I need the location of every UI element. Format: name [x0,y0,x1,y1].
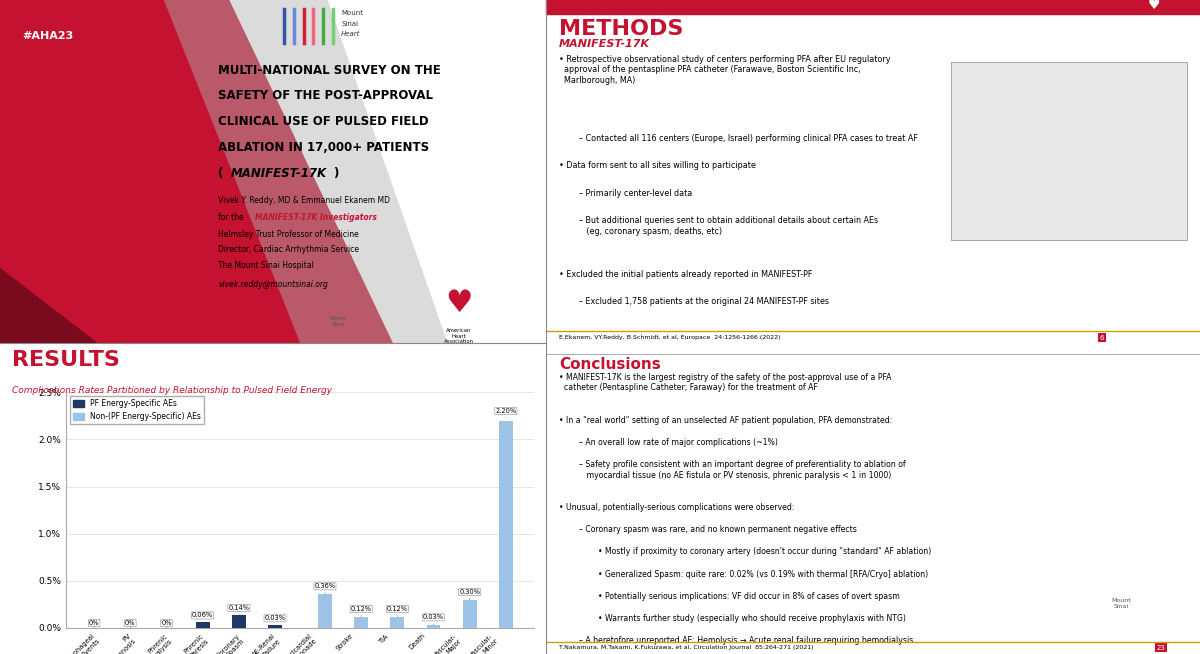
Text: Vivek Y. Reddy, MD & Emmanuel Ekanem MD: Vivek Y. Reddy, MD & Emmanuel Ekanem MD [218,196,390,205]
Text: for the: for the [218,213,246,222]
Text: ): ) [334,167,338,180]
Text: • Potentially serious implications: VF did occur in 8% of cases of overt spasm: • Potentially serious implications: VF d… [599,592,900,600]
Text: Sinai: Sinai [341,21,359,27]
Text: Mount: Mount [341,10,364,16]
Text: 0.30%: 0.30% [460,589,480,600]
Bar [268,625,282,628]
Text: Mount
Sinai: Mount Sinai [1111,598,1132,609]
Text: Mount
Sinai: Mount Sinai [330,316,347,327]
Text: #AHA23: #AHA23 [22,31,73,41]
Text: – Excluded 1,758 patients at the original 24 MANIFEST-PF sites: – Excluded 1,758 patients at the origina… [578,297,829,306]
Bar [232,615,246,628]
Text: 0%: 0% [161,620,172,628]
Text: SAFETY OF THE POST-APPROVAL: SAFETY OF THE POST-APPROVAL [218,89,433,102]
Text: – Safety profile consistent with an important degree of preferentiality to ablat: – Safety profile consistent with an impo… [578,460,905,479]
Text: Heart: Heart [341,31,361,37]
Text: T.Nakamura, M.Takami, K.Fukuzawa, et al, Circulation Journal  85:264-271 (2021): T.Nakamura, M.Takami, K.Fukuzawa, et al,… [559,645,814,649]
Text: ABLATION IN 17,000+ PATIENTS: ABLATION IN 17,000+ PATIENTS [218,141,430,154]
Text: – An overall low rate of major complications (~1%): – An overall low rate of major complicat… [578,438,778,447]
Text: 0.12%: 0.12% [386,606,408,617]
Text: • In a "real world" setting of an unselected AF patient population, PFA demonstr: • In a "real world" setting of an unsele… [559,416,893,425]
Bar [354,617,368,628]
Text: Conclusions: Conclusions [559,357,661,372]
Text: The Mount Sinai Hospital: The Mount Sinai Hospital [218,261,314,270]
Text: – Primarily center-level data: – Primarily center-level data [578,189,692,198]
Text: ♥: ♥ [445,289,473,318]
Bar [196,622,210,628]
Text: • Unusual, potentially-serious complications were observed:: • Unusual, potentially-serious complicat… [559,504,794,512]
Bar [952,62,1187,241]
Text: 0%: 0% [125,620,136,628]
Polygon shape [0,268,98,343]
Text: • Data form sent to all sites willing to participate: • Data form sent to all sites willing to… [559,162,756,171]
Text: 2.20%: 2.20% [496,408,516,418]
Text: • Retrospective observational study of centers performing PFA after EU regulator: • Retrospective observational study of c… [559,55,890,85]
Text: 0.36%: 0.36% [314,583,336,594]
Text: vivek.reddy@mountsinai.org: vivek.reddy@mountsinai.org [218,280,329,289]
Text: 0%: 0% [89,620,100,628]
Text: • Mostly if proximity to coronary artery (doesn't occur during "standard" AF abl: • Mostly if proximity to coronary artery… [599,547,931,557]
Text: 0.14%: 0.14% [228,605,250,615]
Text: – A heretofore unreported AE: Hemolysis → Acute renal failure requiring hemodial: – A heretofore unreported AE: Hemolysis … [578,636,913,645]
Text: 23: 23 [1157,645,1165,651]
Text: E.Ekanem, VY.Reddy, B.Schmidt, et al, Europace  24:1256-1266 (2022): E.Ekanem, VY.Reddy, B.Schmidt, et al, Eu… [559,335,780,340]
Bar [463,600,476,628]
Text: • Generalized Spasm: quite rare: 0.02% (vs 0.19% with thermal [RFA/Cryo] ablatio: • Generalized Spasm: quite rare: 0.02% (… [599,570,929,579]
Text: MANIFEST-17K Investigators: MANIFEST-17K Investigators [254,213,377,222]
Text: American
Heart
Association: American Heart Association [444,328,474,345]
Bar [499,421,512,628]
Text: – Coronary spasm was rare, and no known permanent negative effects: – Coronary spasm was rare, and no known … [578,525,857,534]
Text: MANIFEST-17K: MANIFEST-17K [230,167,326,180]
Text: Helmsley Trust Professor of Medicine: Helmsley Trust Professor of Medicine [218,230,359,239]
Text: RESULTS: RESULTS [12,350,120,370]
Text: • MANIFEST-17K is the largest registry of the safety of the post-approval use of: • MANIFEST-17K is the largest registry o… [559,373,892,392]
Bar [390,617,404,628]
Text: ♥: ♥ [1148,0,1160,12]
Text: 0.12%: 0.12% [350,606,372,617]
Text: Director, Cardiac Arrhythmia Service: Director, Cardiac Arrhythmia Service [218,245,360,254]
Bar [427,625,440,628]
Text: MULTI-NATIONAL SURVEY ON THE: MULTI-NATIONAL SURVEY ON THE [218,63,442,77]
Text: MANIFEST-17K: MANIFEST-17K [559,39,650,50]
Text: 0.03%: 0.03% [422,614,444,625]
Text: 0.06%: 0.06% [192,613,214,622]
Text: 6: 6 [1099,335,1104,341]
Legend: PF Energy-Specific AEs, Non-(PF Energy-Specific) AEs: PF Energy-Specific AEs, Non-(PF Energy-S… [70,396,204,424]
Text: Complications Rates Partitioned by Relationship to Pulsed Field Energy: Complications Rates Partitioned by Relat… [12,386,332,395]
Polygon shape [0,0,394,343]
Text: • Warrants further study (especially who should receive prophylaxis with NTG): • Warrants further study (especially who… [599,613,906,623]
Text: • Excluded the initial patients already reported in MANIFEST-PF: • Excluded the initial patients already … [559,269,812,279]
Text: METHODS: METHODS [559,19,684,39]
Text: – But additional queries sent to obtain additional details about certain AEs
   : – But additional queries sent to obtain … [578,216,878,235]
Text: CLINICAL USE OF PULSED FIELD: CLINICAL USE OF PULSED FIELD [218,115,430,128]
Bar [318,594,332,628]
Text: 0.03%: 0.03% [264,615,286,625]
Bar [546,0,1200,14]
Polygon shape [163,0,448,343]
Bar [952,62,1187,241]
Text: – Contacted all 116 centers (Europe, Israel) performing clinical PFA cases to tr: – Contacted all 116 centers (Europe, Isr… [578,134,918,143]
Text: (: ( [218,167,223,180]
